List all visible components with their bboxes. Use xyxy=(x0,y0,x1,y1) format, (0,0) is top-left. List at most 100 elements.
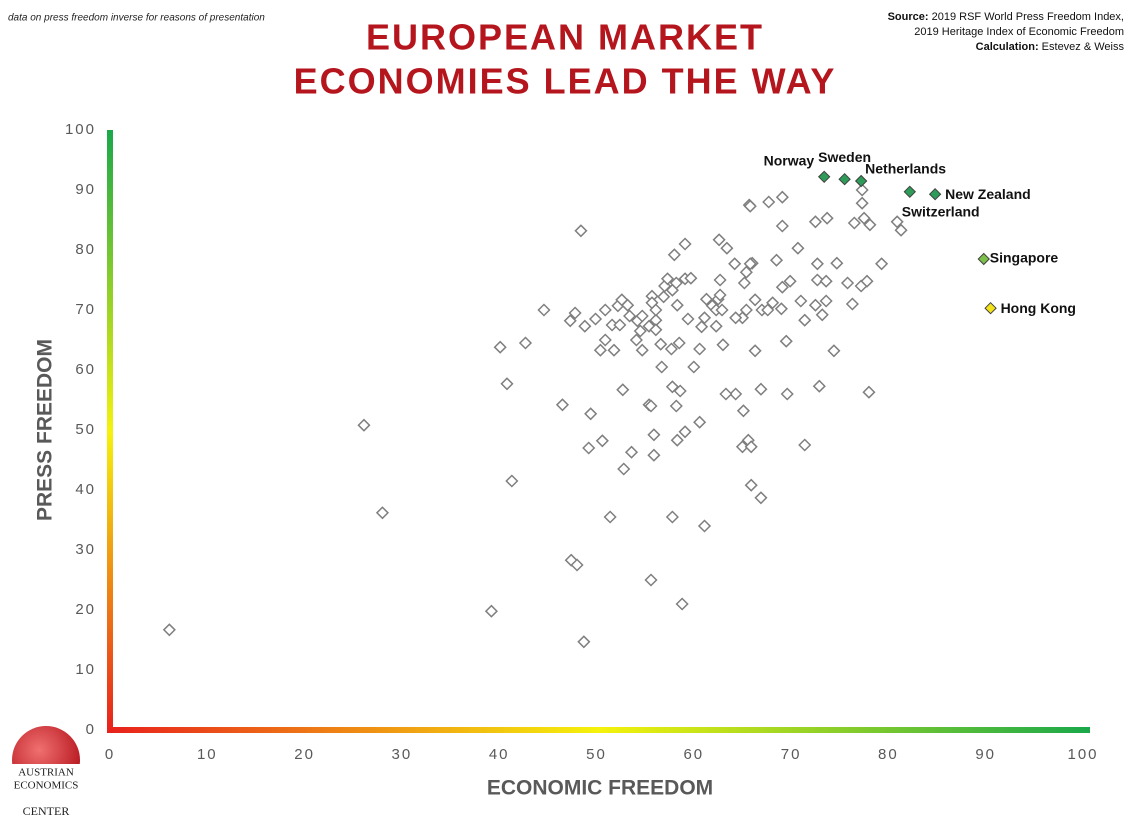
point xyxy=(761,303,775,317)
point xyxy=(713,273,727,287)
point xyxy=(847,216,861,230)
point xyxy=(810,257,824,271)
point xyxy=(670,298,684,312)
point xyxy=(743,199,757,213)
point xyxy=(598,303,612,317)
source-line: 2019 RSF World Press Freedom Index, xyxy=(932,11,1124,23)
x-tick-label: 70 xyxy=(781,746,802,763)
point xyxy=(595,434,609,448)
point xyxy=(623,309,637,323)
x-tick-label: 30 xyxy=(392,746,413,763)
point xyxy=(577,635,591,649)
point xyxy=(629,333,643,347)
point xyxy=(664,342,678,356)
calculation-label: Calculation: xyxy=(976,41,1039,53)
point xyxy=(505,474,519,488)
point xyxy=(644,573,658,587)
point xyxy=(681,312,695,326)
point xyxy=(819,274,833,288)
point-label: Netherlands xyxy=(865,161,946,177)
point xyxy=(890,215,904,229)
y-tick-label: 30 xyxy=(75,541,96,558)
calculation-text: Estevez & Weiss xyxy=(1042,41,1125,53)
logo: AUSTRIAN ECONOMICS CENTER xyxy=(6,726,86,818)
point xyxy=(762,195,776,209)
logo-text: ECONOMICS xyxy=(14,780,79,792)
x-axis-label: ECONOMIC FREEDOM xyxy=(487,777,713,800)
point xyxy=(678,237,692,251)
y-tick-label: 40 xyxy=(75,481,96,498)
point xyxy=(769,253,784,267)
point xyxy=(736,404,750,418)
point xyxy=(863,218,877,232)
point xyxy=(635,309,649,323)
point xyxy=(830,256,844,270)
point xyxy=(744,478,758,492)
point xyxy=(728,257,742,271)
point xyxy=(737,276,751,290)
point xyxy=(693,342,707,356)
point xyxy=(537,303,551,317)
point xyxy=(657,290,671,304)
point xyxy=(798,313,812,327)
note: data on press freedom inverse for reason… xyxy=(8,13,265,24)
point xyxy=(845,297,859,311)
point xyxy=(669,276,683,290)
point xyxy=(665,510,679,524)
point-label: Sweden xyxy=(818,149,871,165)
point xyxy=(574,224,588,238)
point xyxy=(697,311,712,325)
point-label: Singapore xyxy=(990,250,1059,266)
point xyxy=(673,384,687,398)
point xyxy=(616,383,630,397)
y-tick-label: 90 xyxy=(75,181,96,198)
point xyxy=(669,399,683,413)
point xyxy=(779,334,793,348)
highlight-point xyxy=(854,174,868,188)
point xyxy=(748,293,762,307)
point xyxy=(709,319,723,333)
point xyxy=(357,418,371,432)
highlight-point xyxy=(928,187,942,201)
point xyxy=(633,324,647,338)
point xyxy=(815,308,829,322)
chart-title: EUROPEAN MARKET xyxy=(366,17,764,58)
point xyxy=(607,343,621,357)
point xyxy=(713,288,727,302)
point xyxy=(808,215,822,229)
point xyxy=(794,294,808,308)
point xyxy=(603,510,617,524)
point xyxy=(672,336,686,350)
point xyxy=(875,257,889,271)
point xyxy=(649,323,663,337)
x-tick-label: 0 xyxy=(105,746,115,763)
point-label: Switzerland xyxy=(902,204,980,220)
y-tick-label: 60 xyxy=(75,361,96,378)
y-axis xyxy=(107,130,113,733)
point xyxy=(635,343,649,357)
highlight-point xyxy=(984,301,997,315)
point xyxy=(675,597,689,611)
point xyxy=(684,271,698,285)
point xyxy=(810,273,824,287)
calculation: Calculation: Estevez & Weiss xyxy=(976,41,1125,53)
point xyxy=(578,319,592,333)
point xyxy=(766,296,780,310)
source: Source: 2019 RSF World Press Freedom Ind… xyxy=(888,11,1124,23)
point xyxy=(660,272,675,286)
point xyxy=(644,399,658,413)
point xyxy=(855,183,869,197)
point xyxy=(712,233,726,247)
y-tick-label: 100 xyxy=(65,121,96,138)
x-tick-label: 100 xyxy=(1067,746,1098,763)
x-tick-label: 60 xyxy=(683,746,704,763)
point xyxy=(775,190,789,204)
logo-text: AUSTRIAN xyxy=(18,767,74,779)
x-axis xyxy=(107,727,1090,733)
point xyxy=(783,274,797,288)
point xyxy=(855,196,869,210)
point xyxy=(774,302,788,316)
x-tick-label: 40 xyxy=(489,746,510,763)
point xyxy=(617,462,631,476)
point xyxy=(598,333,612,347)
